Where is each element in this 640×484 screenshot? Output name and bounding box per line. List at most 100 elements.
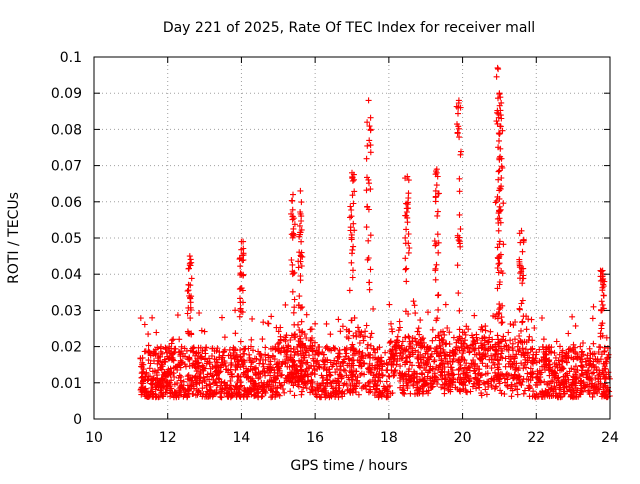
data-point — [334, 366, 340, 372]
data-point — [336, 371, 343, 378]
data-point — [434, 381, 441, 387]
data-point — [488, 382, 495, 389]
data-point — [434, 376, 441, 383]
data-point — [185, 287, 192, 294]
data-point — [508, 393, 515, 400]
data-point — [141, 321, 148, 328]
data-point — [349, 246, 356, 253]
data-point — [162, 345, 169, 352]
data-point — [497, 219, 504, 226]
data-point — [395, 327, 402, 334]
data-point — [178, 343, 185, 350]
data-point — [589, 380, 596, 387]
data-point — [470, 338, 477, 344]
data-point — [443, 340, 450, 347]
data-point — [482, 323, 489, 330]
data-point — [264, 320, 271, 327]
data-point — [496, 301, 503, 308]
data-point — [393, 350, 400, 357]
data-point — [145, 342, 152, 349]
data-point — [216, 354, 223, 361]
data-point — [308, 383, 315, 390]
data-point — [358, 385, 365, 392]
data-point — [530, 388, 537, 395]
data-point — [356, 348, 363, 355]
data-point — [366, 180, 372, 187]
data-point — [445, 382, 452, 389]
data-point — [238, 308, 245, 315]
data-point — [456, 134, 463, 141]
data-point — [165, 368, 172, 375]
data-point — [471, 380, 478, 387]
data-point — [295, 383, 302, 390]
data-point — [458, 344, 465, 351]
data-point — [203, 382, 210, 389]
data-point — [291, 231, 297, 238]
data-point — [282, 338, 289, 345]
data-point — [378, 391, 385, 398]
data-point — [460, 368, 467, 374]
data-point — [334, 355, 341, 361]
data-point — [435, 291, 442, 298]
data-point — [201, 328, 208, 335]
data-point — [458, 354, 465, 360]
data-point — [421, 343, 428, 350]
data-point — [404, 173, 411, 180]
data-point — [431, 377, 438, 384]
data-point — [475, 381, 482, 388]
data-point — [277, 382, 284, 389]
data-point — [472, 374, 479, 381]
data-point — [517, 270, 524, 277]
data-point — [353, 333, 360, 340]
data-point — [368, 330, 375, 337]
data-point — [333, 387, 340, 394]
data-point — [456, 307, 463, 314]
data-point — [551, 368, 558, 375]
data-point — [255, 348, 262, 355]
data-point — [295, 302, 302, 308]
data-point — [348, 344, 355, 351]
data-point — [493, 73, 500, 80]
data-point — [512, 383, 519, 390]
data-point — [328, 347, 335, 354]
data-point — [296, 222, 303, 229]
data-point — [548, 384, 555, 391]
data-point — [601, 278, 608, 285]
data-point — [429, 326, 436, 333]
data-point — [520, 272, 527, 279]
data-point — [427, 363, 434, 370]
data-point — [427, 377, 434, 384]
data-point — [261, 384, 268, 391]
data-point — [387, 355, 394, 362]
data-point — [203, 344, 210, 351]
data-point — [248, 336, 255, 343]
data-point — [177, 383, 184, 390]
data-point — [403, 346, 410, 353]
data-point — [221, 358, 228, 365]
data-point — [520, 237, 527, 244]
data-point — [247, 363, 254, 370]
data-point — [368, 369, 375, 376]
data-point — [232, 346, 238, 353]
data-point — [388, 350, 395, 357]
data-point — [520, 313, 527, 320]
data-point — [498, 99, 505, 106]
data-point — [538, 356, 545, 363]
data-point — [157, 387, 164, 394]
data-point — [560, 381, 567, 387]
data-point — [400, 382, 407, 389]
data-point — [186, 260, 193, 267]
data-point — [289, 261, 296, 268]
data-point — [547, 364, 554, 371]
data-point — [348, 213, 355, 220]
data-point — [153, 393, 160, 400]
data-point — [208, 373, 215, 380]
data-point — [227, 394, 234, 401]
data-point — [591, 350, 598, 357]
data-point — [465, 326, 472, 333]
data-point — [326, 369, 333, 376]
data-point — [298, 378, 305, 385]
data-point — [171, 345, 178, 352]
data-point — [204, 388, 211, 395]
data-point — [455, 104, 462, 111]
